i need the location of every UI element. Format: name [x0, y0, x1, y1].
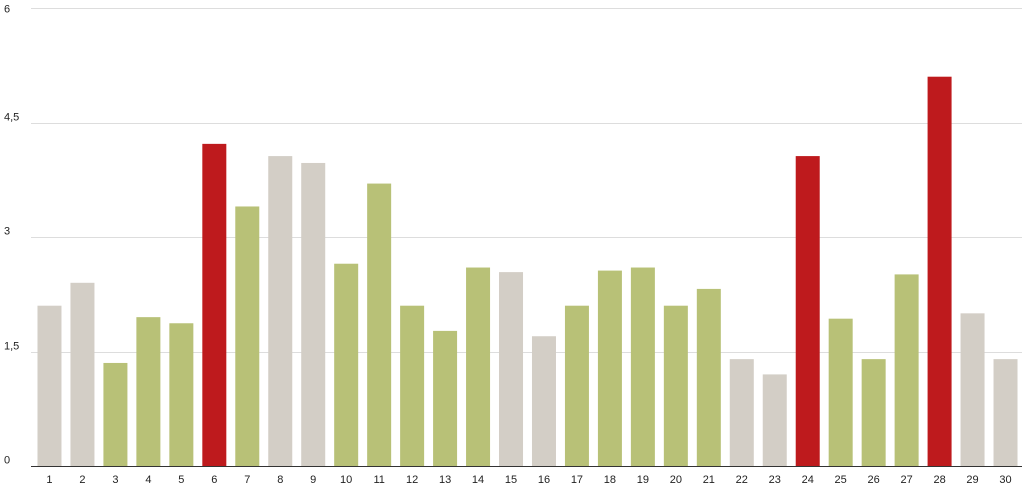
bar-23	[762, 374, 787, 466]
x-tick-label: 13	[439, 474, 451, 486]
y-tick-label: 0	[4, 455, 10, 467]
x-tick-label: 24	[802, 474, 814, 486]
x-tick-label: 23	[769, 474, 781, 486]
bar-15	[499, 272, 524, 466]
bar-27	[894, 274, 919, 466]
x-tick-label: 2	[79, 474, 85, 486]
x-tick-label: 11	[373, 474, 384, 486]
x-tick-label: 12	[406, 474, 418, 486]
x-tick-label: 22	[736, 474, 748, 486]
bar-13	[433, 330, 458, 466]
bar-20	[663, 305, 688, 466]
x-axis-tick-labels: 1 2 3 4 5 6 7 8 9 10 11 12 13 14 15 16 17 18 19 20 21 22 23 24 2…	[46, 474, 1011, 486]
bar-1	[37, 305, 62, 466]
bar-29	[960, 313, 985, 466]
x-tick-label: 8	[277, 474, 283, 486]
bar-22	[729, 359, 754, 466]
x-tick-label: 26	[868, 474, 880, 486]
x-tick-label: 1	[46, 474, 52, 486]
x-tick-label: 9	[310, 474, 316, 486]
bar-8	[268, 156, 293, 466]
bar-10	[334, 263, 359, 466]
x-tick-label: 27	[900, 474, 912, 486]
x-tick-label: 25	[835, 474, 847, 486]
bar-25	[828, 318, 853, 466]
x-tick-label: 18	[604, 474, 616, 486]
x-tick-label: 16	[538, 474, 550, 486]
y-tick-label: 3	[4, 226, 10, 238]
y-tick-label: 1,5	[4, 341, 19, 353]
bar-12	[400, 305, 425, 466]
bar-16	[531, 336, 556, 466]
bar-30	[993, 359, 1018, 466]
x-tick-label: 4	[145, 474, 151, 486]
bar-17	[564, 305, 589, 466]
bars	[37, 76, 1018, 466]
bar-6	[202, 143, 227, 466]
x-tick-label: 17	[571, 474, 583, 486]
x-tick-label: 29	[966, 474, 978, 486]
bar-11	[367, 183, 392, 466]
bar-18	[597, 270, 622, 466]
bar-2	[70, 282, 95, 466]
bar-21	[696, 288, 721, 466]
x-tick-label: 5	[178, 474, 184, 486]
bar-9	[301, 162, 326, 466]
bar-7	[235, 206, 260, 466]
bar-24	[795, 156, 820, 466]
bar-14	[466, 267, 491, 466]
x-tick-label: 20	[670, 474, 682, 486]
bar-3	[103, 362, 128, 466]
x-tick-label: 15	[505, 474, 517, 486]
x-tick-label: 21	[703, 474, 715, 486]
x-tick-label: 30	[999, 474, 1011, 486]
x-tick-label: 3	[112, 474, 118, 486]
bar-5	[169, 323, 194, 466]
x-tick-label: 6	[211, 474, 217, 486]
bar-4	[136, 317, 161, 466]
x-tick-label: 7	[244, 474, 250, 486]
y-tick-label: 6	[4, 4, 10, 16]
bar-26	[861, 359, 886, 466]
x-tick-label: 10	[340, 474, 352, 486]
gridlines	[31, 8, 1022, 353]
y-tick-label: 4,5	[4, 112, 19, 124]
bar-28	[927, 76, 952, 466]
x-tick-label: 14	[472, 474, 484, 486]
x-tick-label: 28	[933, 474, 945, 486]
bar-19	[630, 267, 655, 466]
y-axis-tick-labels: 0 1,5 3 4,5 6	[4, 4, 19, 467]
x-tick-label: 19	[637, 474, 649, 486]
